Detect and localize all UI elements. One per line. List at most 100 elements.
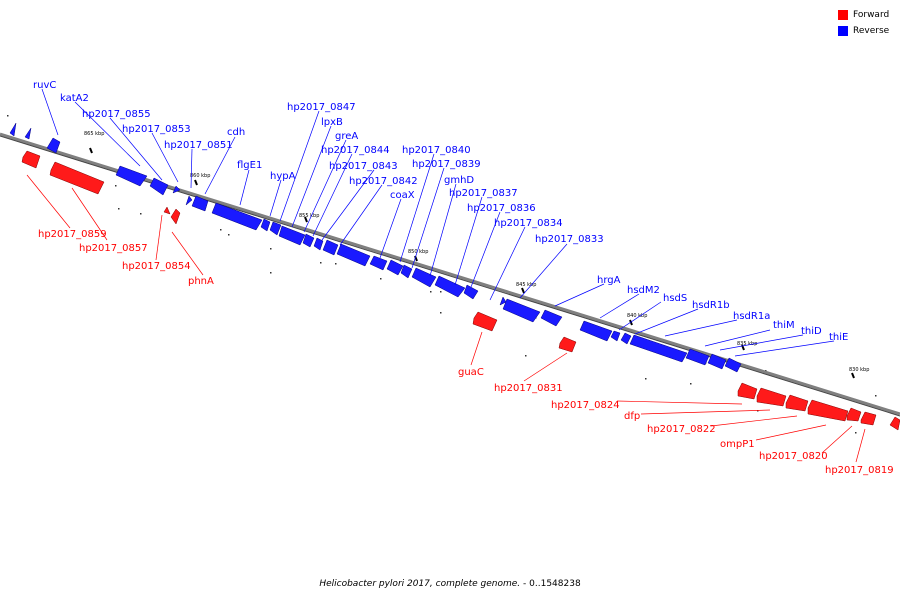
gene-label: katA2 bbox=[60, 93, 89, 104]
gene-arrow bbox=[170, 208, 181, 225]
gene-arrow bbox=[499, 296, 507, 306]
forward-labels: hp2017_0859 hp2017_0857 hp2017_0854 phnA… bbox=[38, 229, 894, 476]
gene-label: hp2017_0844 bbox=[321, 145, 390, 156]
caption-range: - 0..1548238 bbox=[523, 579, 581, 589]
gene-arrow bbox=[620, 332, 632, 345]
gene-arrow bbox=[149, 177, 169, 196]
gene-label: hp2017_0833 bbox=[535, 234, 604, 245]
gene-label: hp2017_0822 bbox=[647, 424, 716, 435]
caption-organism: Helicobacter pylori 2017, complete genom… bbox=[319, 579, 521, 589]
gene-arrow bbox=[785, 394, 809, 412]
gene-label: hp2017_0840 bbox=[402, 145, 471, 156]
gene-label: greA bbox=[335, 131, 358, 142]
genome-backbone bbox=[0, 132, 900, 416]
gene-label: thiM bbox=[773, 320, 795, 331]
gene-label: hp2017_0831 bbox=[494, 383, 563, 394]
reverse-swatch bbox=[838, 26, 848, 36]
gene-arrow bbox=[463, 284, 479, 300]
scale-labels: 865 kbp 860 kbp 855 kbp 850 kbp 845 kbp … bbox=[84, 131, 869, 373]
gene-arrow bbox=[313, 237, 324, 251]
gene-arrow bbox=[278, 225, 306, 246]
scale-label: 835 kbp bbox=[737, 341, 757, 347]
gene-label: hp2017_0819 bbox=[825, 465, 894, 476]
gene-arrow bbox=[369, 255, 388, 271]
gene-arrow bbox=[502, 298, 541, 323]
gene-label: hsdM2 bbox=[627, 285, 660, 296]
gene-arrow bbox=[49, 161, 105, 195]
gene-label: hsdS bbox=[663, 293, 687, 304]
gene-label: hp2017_0847 bbox=[287, 102, 356, 113]
gene-arrow bbox=[846, 407, 862, 422]
gene-label: hp2017_0837 bbox=[449, 188, 518, 199]
genome-backbone-shade bbox=[0, 135, 900, 417]
gene-label: phnA bbox=[188, 276, 214, 287]
scale-label: 855 kbp bbox=[299, 213, 319, 219]
gene-arrow bbox=[540, 309, 563, 327]
gene-arrow bbox=[115, 165, 148, 187]
gene-arrow bbox=[185, 195, 193, 206]
gene-arrow bbox=[737, 382, 758, 400]
gene-label: hsdR1b bbox=[692, 300, 730, 311]
gene-arrow bbox=[336, 243, 371, 267]
scale-label: 845 kbp bbox=[516, 282, 536, 288]
gene-label: flgE1 bbox=[237, 160, 262, 171]
legend-reverse-label: Reverse bbox=[853, 26, 890, 36]
gene-arrow bbox=[172, 185, 181, 194]
gene-label: hp2017_0853 bbox=[122, 124, 191, 135]
scale-label: 850 kbp bbox=[408, 249, 428, 255]
gene-label: hp2017_0855 bbox=[82, 109, 151, 120]
gene-label: hp2017_0820 bbox=[759, 451, 828, 462]
gene-label: coaX bbox=[390, 190, 415, 201]
gene-label: hp2017_0842 bbox=[349, 176, 418, 187]
gene-arrow bbox=[558, 336, 577, 353]
gene-arrow bbox=[724, 357, 742, 373]
gene-arrow bbox=[411, 267, 437, 288]
gene-label: hypA bbox=[270, 171, 296, 182]
gene-label: gmhD bbox=[444, 175, 474, 186]
map-caption: Helicobacter pylori 2017, complete genom… bbox=[0, 579, 900, 589]
gene-arrow bbox=[260, 218, 271, 232]
gene-label: ompP1 bbox=[720, 439, 755, 450]
reverse-leaders bbox=[41, 88, 835, 357]
gene-label: hp2017_0859 bbox=[38, 229, 107, 240]
gene-label: dfp bbox=[624, 411, 640, 422]
gene-label: hsdR1a bbox=[733, 311, 770, 322]
gene-label: guaC bbox=[458, 367, 484, 378]
legend-forward-label: Forward bbox=[853, 10, 890, 20]
gene-arrow bbox=[9, 122, 17, 137]
gene-arrow bbox=[211, 202, 263, 231]
gene-label: hp2017_0824 bbox=[551, 400, 620, 411]
gene-label: hp2017_0834 bbox=[494, 218, 563, 229]
gene-arrow bbox=[269, 221, 282, 236]
gene-arrow bbox=[860, 411, 877, 426]
forward-genes bbox=[21, 150, 900, 431]
gene-label: hp2017_0857 bbox=[79, 243, 148, 254]
gene-label: hp2017_0854 bbox=[122, 261, 191, 272]
gene-label: thiE bbox=[829, 332, 848, 343]
gene-arrow bbox=[685, 348, 710, 366]
gene-label: lpxB bbox=[321, 117, 343, 128]
gene-arrow bbox=[302, 233, 315, 248]
scale-ticks bbox=[89, 147, 855, 379]
scale-label: 865 kbp bbox=[84, 131, 104, 137]
gene-label: hrgA bbox=[597, 275, 621, 286]
scale-label: 830 kbp bbox=[849, 367, 869, 373]
gene-arrow bbox=[472, 311, 498, 332]
gene-label: cdh bbox=[227, 127, 245, 138]
legend-reverse: Reverse bbox=[838, 24, 889, 38]
gene-arrow bbox=[889, 416, 900, 431]
forward-swatch bbox=[838, 10, 848, 20]
gene-arrow bbox=[807, 399, 849, 422]
gene-arrow bbox=[322, 239, 339, 256]
gene-label: hp2017_0839 bbox=[412, 159, 481, 170]
gene-label: hp2017_0851 bbox=[164, 140, 233, 151]
gene-arrow bbox=[191, 195, 209, 212]
gene-arrow bbox=[24, 127, 32, 140]
gene-label: hp2017_0836 bbox=[467, 203, 536, 214]
gene-arrow bbox=[21, 150, 41, 169]
gene-arrow bbox=[756, 387, 787, 407]
scale-label: 860 kbp bbox=[190, 173, 210, 179]
gene-arrow bbox=[707, 353, 727, 370]
legend-forward: Forward bbox=[838, 8, 889, 22]
